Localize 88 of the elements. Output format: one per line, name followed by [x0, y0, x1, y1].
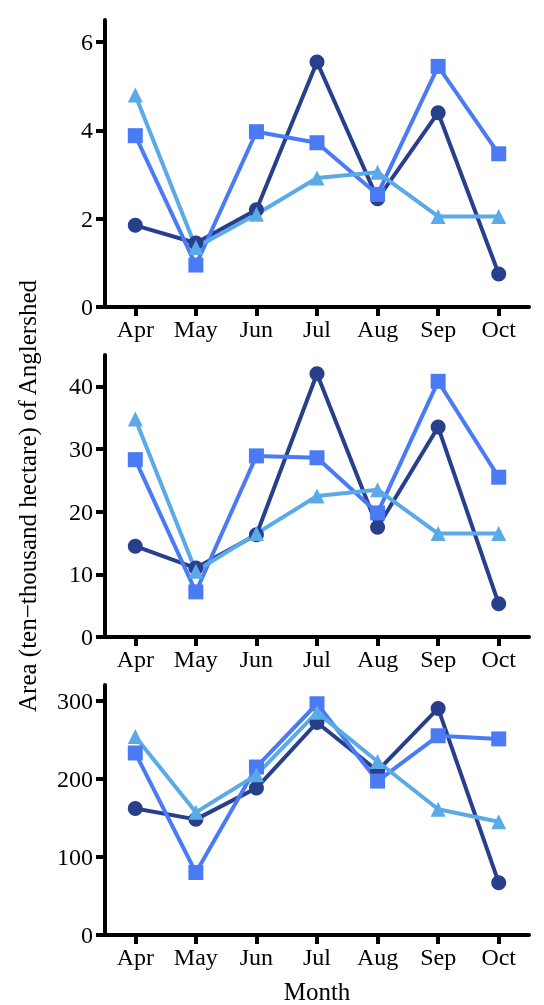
x-tick-label: Jul: [302, 944, 332, 970]
point: [430, 700, 446, 716]
point: [491, 731, 507, 747]
x-tick-label: May: [173, 944, 218, 970]
x-tick-label: Jun: [239, 316, 274, 342]
point: [491, 146, 507, 162]
point: [127, 800, 143, 816]
y-tick-label: 6: [81, 29, 93, 56]
point: [127, 538, 143, 554]
point: [370, 482, 386, 498]
point: [188, 257, 204, 273]
x-tick-label: Apr: [116, 316, 154, 342]
point: [430, 105, 446, 121]
x-tick-label: Aug: [356, 316, 399, 342]
y-tick-label: 4: [81, 117, 93, 144]
point: [309, 170, 325, 186]
x-tick-label: Sep: [420, 646, 457, 672]
y-tick-label: 40: [69, 373, 93, 400]
point: [430, 208, 446, 224]
point: [309, 704, 325, 720]
point: [248, 448, 264, 464]
y-tick-label: 0: [81, 294, 93, 320]
point: [309, 54, 325, 70]
point: [430, 58, 446, 74]
point: [370, 773, 386, 789]
point: [370, 519, 386, 535]
y-tick-label: 20: [69, 498, 93, 525]
y-tick-label: 0: [81, 922, 93, 948]
y-axis-title: Area (ten−thousand hectare) of Anglershed: [14, 280, 42, 712]
point: [127, 411, 143, 427]
point: [491, 208, 507, 224]
y-tick-label: 100: [57, 843, 93, 870]
point: [370, 186, 386, 202]
point: [127, 729, 143, 745]
point: [430, 801, 446, 817]
point: [127, 745, 143, 761]
point: [491, 266, 507, 282]
x-tick-label: Jun: [239, 944, 274, 970]
x-tick-label: Jun: [239, 646, 274, 672]
point: [127, 128, 143, 144]
y-tick-label: 300: [57, 687, 93, 714]
point: [370, 505, 386, 521]
point: [430, 419, 446, 435]
y-tick-label: 2: [81, 205, 93, 232]
x-tick-label: May: [173, 646, 218, 672]
x-tick-label: Sep: [420, 944, 457, 970]
x-tick-label: Apr: [116, 944, 154, 970]
x-tick-label: Sep: [420, 316, 457, 342]
y-tick-label: 200: [57, 765, 93, 792]
x-tick-label: Aug: [356, 646, 399, 672]
x-tick-label: Apr: [116, 646, 154, 672]
point: [430, 728, 446, 744]
point: [309, 450, 325, 466]
x-tick-label: Jul: [302, 646, 332, 672]
x-tick-label: Aug: [356, 944, 399, 970]
x-tick-label: Oct: [481, 316, 517, 342]
x-tick-label: May: [173, 316, 218, 342]
x-tick-label: Oct: [481, 944, 517, 970]
point: [248, 780, 264, 796]
x-tick-label: Oct: [481, 646, 517, 672]
x-axis-title: Month: [283, 978, 351, 1005]
point: [491, 875, 507, 891]
y-tick-label: 0: [81, 624, 93, 650]
point: [370, 754, 386, 770]
point: [248, 767, 264, 783]
point: [491, 469, 507, 485]
point: [248, 206, 264, 222]
point: [188, 865, 204, 880]
point: [188, 584, 204, 600]
point: [127, 217, 143, 233]
point: [309, 488, 325, 504]
y-tick-label: 30: [69, 436, 93, 462]
x-tick-label: Jul: [302, 316, 332, 342]
point: [309, 696, 325, 712]
point: [430, 526, 446, 542]
point: [370, 164, 386, 180]
point: [248, 124, 264, 140]
point: [127, 87, 143, 103]
point: [491, 596, 507, 612]
point: [491, 526, 507, 542]
point: [309, 135, 325, 151]
point: [430, 373, 446, 389]
point: [188, 239, 204, 255]
point: [188, 804, 204, 820]
point: [309, 366, 325, 382]
point: [491, 814, 507, 830]
y-tick-label: 10: [69, 561, 93, 588]
point: [127, 452, 143, 468]
